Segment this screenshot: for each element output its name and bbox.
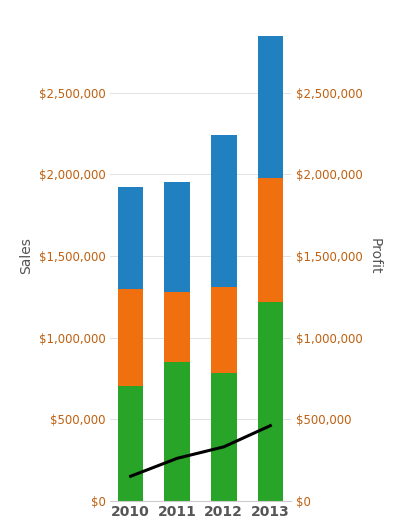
Bar [164,292,190,362]
Bar [257,302,283,501]
Bar [211,135,237,287]
Bar [118,188,144,288]
Bar [257,178,283,302]
Y-axis label: Profit: Profit [368,237,382,274]
Bar [118,288,144,386]
Bar [164,362,190,501]
Bar [257,36,283,178]
Y-axis label: Sales: Sales [19,237,33,275]
Bar [211,374,237,501]
Bar [211,287,237,374]
Bar [118,386,144,501]
Bar [164,182,190,292]
